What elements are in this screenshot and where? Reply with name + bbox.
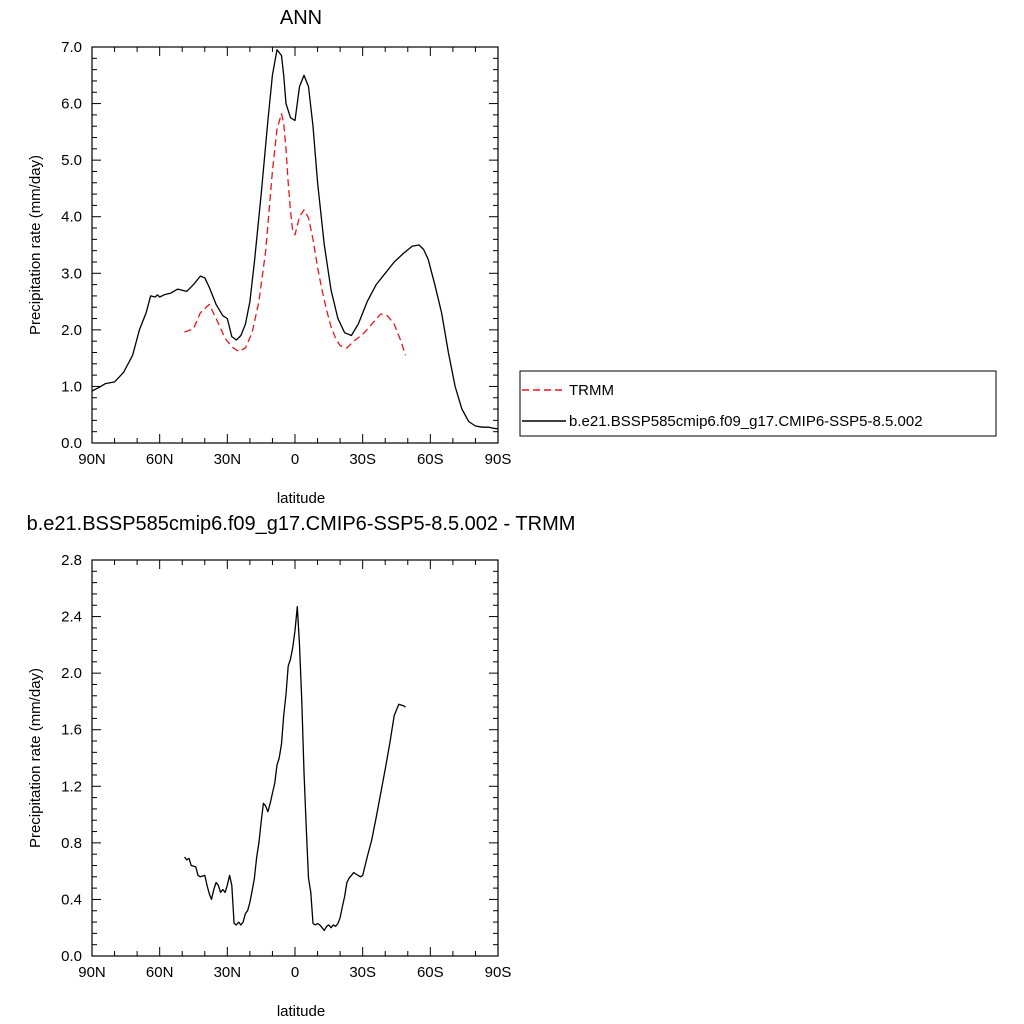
- y-tick-label: 2.0: [61, 322, 82, 339]
- x-tick-label: 30S: [349, 964, 376, 981]
- y-tick-label: 2.0: [61, 665, 82, 682]
- legend-label-model: b.e21.BSSP585cmip6.f09_g17.CMIP6-SSP5-8.…: [569, 413, 923, 430]
- x-tick-label: 90S: [485, 451, 512, 468]
- series-line-trmm: [184, 113, 407, 356]
- series-layer: [183, 606, 406, 932]
- x-tick-label: 60S: [417, 451, 444, 468]
- series-line-difference: [183, 606, 406, 932]
- x-axis-label: latitude: [277, 1003, 325, 1020]
- x-tick-label: 60N: [146, 451, 174, 468]
- y-tick-label: 3.0: [61, 265, 82, 282]
- tick-marks: [91, 559, 499, 957]
- x-tick-label: 30N: [214, 451, 242, 468]
- series-line-b-e21-bssp585cmip6-f09-g17-cmip6-ssp5-8-5-002: [91, 49, 499, 430]
- x-tick-label: 0: [291, 451, 299, 468]
- y-tick-label: 1.2: [61, 778, 82, 795]
- y-tick-label: 5.0: [61, 152, 82, 169]
- panel-difference: b.e21.BSSP585cmip6.f09_g17.CMIP6-SSP5-8.…: [27, 513, 576, 1020]
- chart-title: ANN: [280, 7, 322, 29]
- y-tick-label: 1.6: [61, 722, 82, 739]
- legend-label-trmm: TRMM: [569, 382, 614, 399]
- y-tick-labels: 0.0 1.0 2.0 3.0 4.0 5.0 6.0 7.0: [61, 39, 82, 452]
- x-tick-label: 60N: [146, 964, 174, 981]
- x-tick-label: 0: [291, 964, 299, 981]
- y-tick-label: 0.4: [61, 891, 82, 908]
- y-tick-label: 7.0: [61, 39, 82, 56]
- y-tick-label: 4.0: [61, 209, 82, 226]
- plot-frame: [91, 559, 499, 957]
- y-tick-label: 0.8: [61, 835, 82, 852]
- x-tick-label: 30N: [214, 964, 242, 981]
- y-axis-label: Precipitation rate (mm/day): [27, 668, 44, 848]
- x-tick-labels: 90N 60N 30N 0 30S 60S 90S: [78, 451, 511, 468]
- legend: TRMM b.e21.BSSP585cmip6.f09_g17.CMIP6-SS…: [519, 370, 997, 437]
- x-tick-labels: 90N 60N 30N 0 30S 60S 90S: [78, 964, 511, 981]
- x-tick-label: 90N: [78, 964, 106, 981]
- x-tick-label: 30S: [349, 451, 376, 468]
- y-tick-label: 1.0: [61, 378, 82, 395]
- x-axis-label: latitude: [277, 490, 325, 507]
- y-tick-label: 6.0: [61, 96, 82, 113]
- chart-title: b.e21.BSSP585cmip6.f09_g17.CMIP6-SSP5-8.…: [27, 513, 576, 535]
- tick-marks: [91, 46, 499, 444]
- x-tick-label: 60S: [417, 964, 444, 981]
- y-tick-label: 2.4: [61, 609, 82, 626]
- panel-ann: ANN 90N 60N 30N 0 30S 60S 90S 0.0 1.0 2.0 3.0 4.0 5…: [27, 7, 511, 507]
- x-tick-label: 90N: [78, 451, 106, 468]
- y-axis-label: Precipitation rate (mm/day): [27, 155, 44, 335]
- series-layer: [91, 49, 499, 430]
- y-tick-labels: 0.0 0.4 0.8 1.2 1.6 2.0 2.4 2.8: [61, 552, 82, 965]
- y-tick-label: 0.0: [61, 948, 82, 965]
- y-tick-label: 2.8: [61, 552, 82, 569]
- legend-box: [519, 370, 997, 437]
- y-tick-label: 0.0: [61, 435, 82, 452]
- plot-frame: [91, 46, 499, 444]
- x-tick-label: 90S: [485, 964, 512, 981]
